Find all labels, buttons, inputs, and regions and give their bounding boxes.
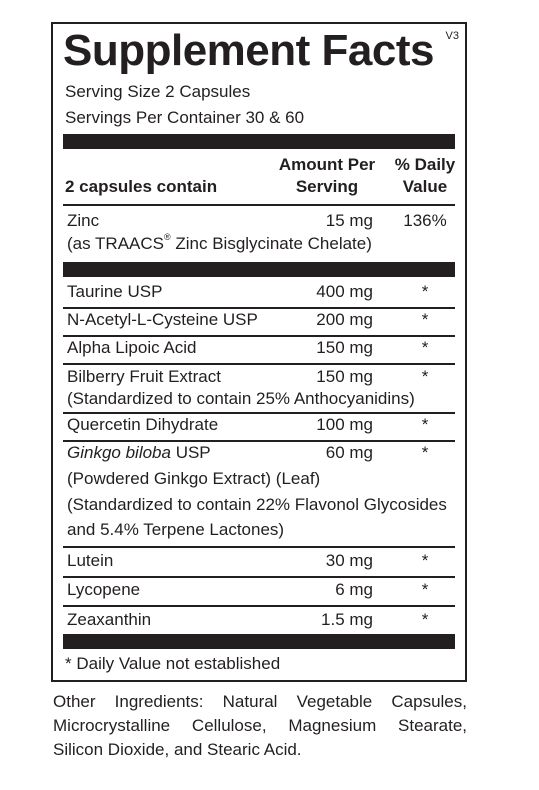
ingredient-standardization: (Standardized to contain 25% Anthocyanid… <box>67 389 415 408</box>
thick-divider <box>63 134 455 149</box>
ingredient-name: N-Acetyl-L-Cysteine USP <box>67 310 258 329</box>
ingredient-name: Lycopene <box>67 580 141 599</box>
ingredient-standardization: (Standardized to contain 22% Flavonol Gl… <box>67 495 447 514</box>
header-amount-line2: Serving <box>295 177 359 196</box>
ingredient-amount: 200 mg <box>316 310 373 329</box>
ingredient-amount: 30 mg <box>325 551 373 570</box>
header-daily-value: % Daily Value <box>385 154 465 198</box>
header-contains: 2 capsules contain <box>65 177 218 196</box>
header-dv-line2: Value <box>402 177 448 196</box>
ingredient-dv: * <box>421 580 429 599</box>
thick-divider <box>63 262 455 277</box>
ingredient-name-italic: Ginkgo biloba <box>67 443 171 462</box>
ingredient-amount: 150 mg <box>316 367 373 386</box>
ingredient-row: Ginkgo biloba USP 60 mg * (Powdered Gink… <box>53 443 465 543</box>
ingredient-row: Bilberry Fruit Extract 150 mg * (Standar… <box>53 367 465 413</box>
thin-divider <box>63 440 455 442</box>
ingredient-dv: * <box>421 367 429 386</box>
footnote: * Daily Value not established <box>65 654 281 673</box>
panel-title: Supplement Facts <box>63 26 434 75</box>
ingredient-amount: 60 mg <box>325 443 373 462</box>
nutrient-source: (as TRAACS® Zinc Bisglycinate Chelate) <box>67 232 372 253</box>
ingredient-amount: 100 mg <box>316 415 373 434</box>
thin-divider <box>63 307 455 309</box>
ingredient-row: Taurine USP 400 mg * <box>53 282 465 306</box>
ingredient-name: Bilberry Fruit Extract <box>67 367 221 386</box>
ingredient-name: Zeaxanthin <box>67 610 152 629</box>
ingredient-row: Quercetin Dihydrate 100 mg * <box>53 415 465 439</box>
ingredient-row: Alpha Lipoic Acid 150 mg * <box>53 338 465 362</box>
thin-divider <box>63 576 455 578</box>
thin-divider <box>63 412 455 414</box>
thin-divider <box>63 605 455 607</box>
ingredient-name: Alpha Lipoic Acid <box>67 338 197 357</box>
thin-divider <box>63 204 455 206</box>
ingredient-dv: * <box>421 443 429 462</box>
nutrient-amount: 15 mg <box>325 211 373 230</box>
ingredient-dv: * <box>421 551 429 570</box>
version-label: V3 <box>445 30 459 42</box>
thin-divider <box>63 546 455 548</box>
thick-divider <box>63 634 455 649</box>
ingredient-row: Zeaxanthin 1.5 mg * <box>53 610 465 634</box>
header-dv-line1: % Daily <box>394 155 456 174</box>
header-amount-line1: Amount Per <box>278 155 376 174</box>
ingredient-amount: 400 mg <box>316 282 373 301</box>
ingredient-name: Ginkgo biloba USP <box>67 443 211 462</box>
thin-divider <box>63 335 455 337</box>
supplement-facts-panel: Supplement Facts V3 Serving Size 2 Capsu… <box>51 22 467 682</box>
ingredient-row: N-Acetyl-L-Cysteine USP 200 mg * <box>53 310 465 334</box>
ingredient-dv: * <box>421 415 429 434</box>
ingredient-dv: * <box>421 338 429 357</box>
ingredient-standardization: and 5.4% Terpene Lactones) <box>67 520 285 539</box>
ingredient-row: Lutein 30 mg * <box>53 551 465 575</box>
nutrient-row-zinc: Zinc 15 mg 136% (as TRAACS® Zinc Bisglyc… <box>53 211 465 257</box>
nutrient-name: Zinc <box>67 211 100 230</box>
ingredient-name: Quercetin Dihydrate <box>67 415 219 434</box>
nutrient-dv: 136% <box>403 211 447 230</box>
ingredient-amount: 150 mg <box>316 338 373 357</box>
header-amount: Amount Per Serving <box>267 154 387 198</box>
thin-divider <box>63 363 455 365</box>
ingredient-dv: * <box>421 282 429 301</box>
registered-mark: ® <box>164 232 171 242</box>
ingredient-dv: * <box>421 610 429 629</box>
serving-size: Serving Size 2 Capsules <box>65 82 251 101</box>
ingredient-amount: 6 mg <box>335 580 373 599</box>
servings-per-container: Servings Per Container 30 & 60 <box>65 108 305 127</box>
other-ingredients: Other Ingredients: Natural Vegetable Cap… <box>53 692 467 759</box>
ingredient-name: Lutein <box>67 551 114 570</box>
ingredient-amount: 1.5 mg <box>321 610 373 629</box>
ingredient-row: Lycopene 6 mg * <box>53 580 465 604</box>
ingredient-detail: (Powdered Ginkgo Extract) (Leaf) <box>67 469 321 488</box>
ingredient-name: Taurine USP <box>67 282 163 301</box>
ingredient-dv: * <box>421 310 429 329</box>
